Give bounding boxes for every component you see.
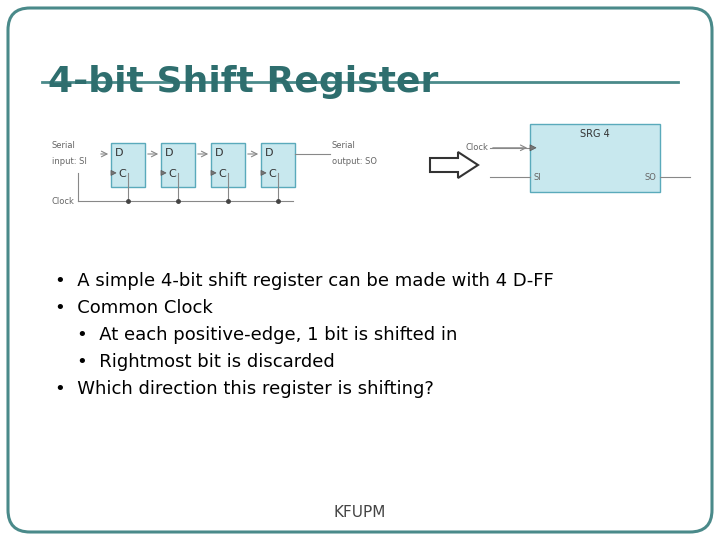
Text: D: D (215, 148, 223, 158)
Text: KFUPM: KFUPM (334, 505, 386, 520)
Text: Clock: Clock (465, 143, 488, 152)
Text: •  At each positive-edge, 1 bit is shifted in: • At each positive-edge, 1 bit is shifte… (77, 326, 457, 344)
Text: SI: SI (533, 173, 541, 181)
Polygon shape (530, 145, 536, 151)
Text: •  Which direction this register is shifting?: • Which direction this register is shift… (55, 380, 434, 398)
Text: D: D (265, 148, 274, 158)
Text: D: D (165, 148, 174, 158)
Text: 4-bit Shift Register: 4-bit Shift Register (48, 65, 438, 99)
Polygon shape (211, 171, 216, 176)
Text: •  Rightmost bit is discarded: • Rightmost bit is discarded (77, 353, 335, 371)
Text: D: D (115, 148, 124, 158)
Text: C: C (268, 169, 276, 179)
Text: C: C (218, 169, 226, 179)
Bar (211, 143, 245, 187)
Polygon shape (111, 171, 116, 176)
Text: Serial: Serial (52, 141, 76, 150)
Text: SO: SO (644, 173, 656, 181)
Text: •  A simple 4-bit shift register can be made with 4 D-FF: • A simple 4-bit shift register can be m… (55, 272, 554, 290)
Polygon shape (261, 171, 266, 176)
FancyArrow shape (430, 152, 478, 178)
Text: Serial: Serial (332, 141, 356, 150)
Text: Clock: Clock (52, 197, 75, 206)
Text: C: C (168, 169, 176, 179)
Bar (111, 143, 145, 187)
Bar (261, 143, 295, 187)
Text: SRG 4: SRG 4 (580, 129, 610, 139)
Bar (530, 124, 660, 192)
Bar (161, 143, 195, 187)
Text: •  Common Clock: • Common Clock (55, 299, 212, 317)
FancyBboxPatch shape (8, 8, 712, 532)
Text: output: SO: output: SO (332, 157, 377, 166)
Polygon shape (161, 171, 166, 176)
Text: input: SI: input: SI (52, 157, 87, 166)
Text: C: C (118, 169, 126, 179)
